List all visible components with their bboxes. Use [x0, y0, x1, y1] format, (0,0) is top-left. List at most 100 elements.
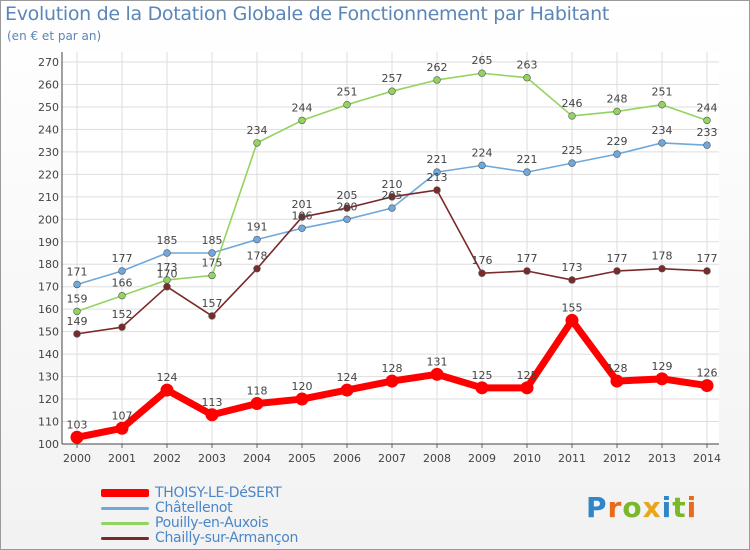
x-tick-label: 2014 [693, 452, 721, 465]
data-label: 213 [427, 171, 448, 184]
legend-swatch [101, 506, 149, 510]
data-label: 185 [157, 234, 178, 247]
y-tick-label: 130 [38, 371, 59, 384]
y-tick-label: 260 [38, 78, 59, 91]
y-tick-label: 170 [38, 281, 59, 294]
data-label: 233 [697, 126, 718, 139]
data-label: 155 [562, 301, 583, 314]
y-tick-label: 160 [38, 303, 59, 316]
data-point [388, 87, 396, 95]
data-label: 120 [292, 380, 313, 393]
data-point [208, 271, 216, 280]
data-point [610, 374, 624, 388]
data-label: 234 [247, 124, 268, 137]
data-label: 157 [202, 297, 223, 310]
legend-label: THOISY-LE-DéSERT [155, 485, 282, 501]
y-tick-label: 250 [38, 101, 59, 114]
data-point [523, 74, 531, 82]
y-tick-label: 270 [38, 56, 59, 69]
data-point [388, 193, 396, 201]
y-tick-label: 150 [38, 326, 59, 339]
data-label: 221 [517, 153, 538, 166]
data-point [568, 276, 576, 284]
data-label: 224 [472, 146, 493, 159]
data-point [568, 112, 576, 120]
legend-label: Châtellenot [155, 500, 233, 516]
legend-swatch [101, 521, 149, 525]
data-point [568, 159, 576, 167]
data-point [475, 381, 489, 395]
data-label: 248 [607, 92, 628, 105]
data-point [433, 186, 441, 194]
legend-item: Chailly-sur-Armançon [101, 530, 298, 546]
data-label: 234 [652, 124, 673, 137]
data-point [523, 168, 531, 176]
data-label: 205 [382, 189, 403, 202]
data-point [655, 372, 669, 386]
data-point [163, 249, 171, 257]
data-label: 177 [607, 252, 628, 265]
data-label: 113 [202, 396, 223, 409]
data-point [658, 100, 666, 109]
data-point [340, 383, 354, 397]
data-label: 200 [337, 200, 358, 213]
data-point [700, 379, 714, 393]
data-point [565, 313, 579, 327]
x-tick-label: 2002 [153, 452, 181, 465]
data-point [430, 367, 444, 381]
data-label: 178 [652, 250, 673, 263]
data-point [343, 204, 351, 212]
data-label: 262 [427, 61, 448, 74]
data-label: 177 [517, 252, 538, 265]
data-label: 177 [697, 252, 718, 265]
x-tick-label: 2001 [108, 452, 136, 465]
data-point [658, 139, 666, 147]
data-point [388, 204, 396, 212]
y-tick-label: 190 [38, 236, 59, 249]
y-tick-label: 230 [38, 146, 59, 159]
data-point [478, 269, 486, 277]
data-point [253, 139, 261, 147]
data-label: 173 [562, 261, 583, 274]
y-tick-label: 210 [38, 191, 59, 204]
data-label: 244 [292, 101, 313, 114]
x-tick-label: 2012 [603, 452, 631, 465]
data-point [160, 383, 174, 397]
data-label: 246 [562, 97, 583, 110]
legend-swatch [101, 536, 149, 540]
legend-item: Châtellenot [101, 500, 233, 516]
data-label: 257 [382, 72, 403, 85]
data-label: 178 [247, 250, 268, 263]
chart-subtitle: (en € et par an) [7, 29, 102, 43]
data-point [73, 330, 81, 338]
data-label: 124 [337, 371, 358, 384]
data-label: 125 [517, 369, 538, 382]
x-tick-label: 2003 [198, 452, 226, 465]
data-label: 125 [472, 369, 493, 382]
data-label: 196 [292, 209, 313, 222]
data-point [118, 323, 126, 331]
data-point [253, 235, 261, 244]
x-tick-label: 2013 [648, 452, 676, 465]
data-label: 170 [157, 268, 178, 281]
data-label: 225 [562, 144, 583, 157]
data-point [208, 312, 216, 320]
data-point [703, 116, 711, 125]
x-tick-label: 2010 [513, 452, 541, 465]
legend-item: THOISY-LE-DéSERT [101, 485, 282, 501]
data-point [703, 141, 711, 149]
data-point [250, 397, 264, 411]
data-point [520, 381, 534, 395]
y-tick-label: 200 [38, 213, 59, 226]
data-point [208, 249, 216, 257]
data-label: 107 [112, 409, 133, 422]
data-label: 191 [247, 221, 268, 234]
data-label: 201 [292, 198, 313, 211]
data-label: 166 [112, 277, 133, 290]
data-label: 128 [607, 362, 628, 375]
data-point [523, 267, 531, 275]
data-point [115, 421, 129, 435]
y-tick-label: 100 [38, 438, 59, 451]
x-tick-label: 2000 [63, 452, 91, 465]
